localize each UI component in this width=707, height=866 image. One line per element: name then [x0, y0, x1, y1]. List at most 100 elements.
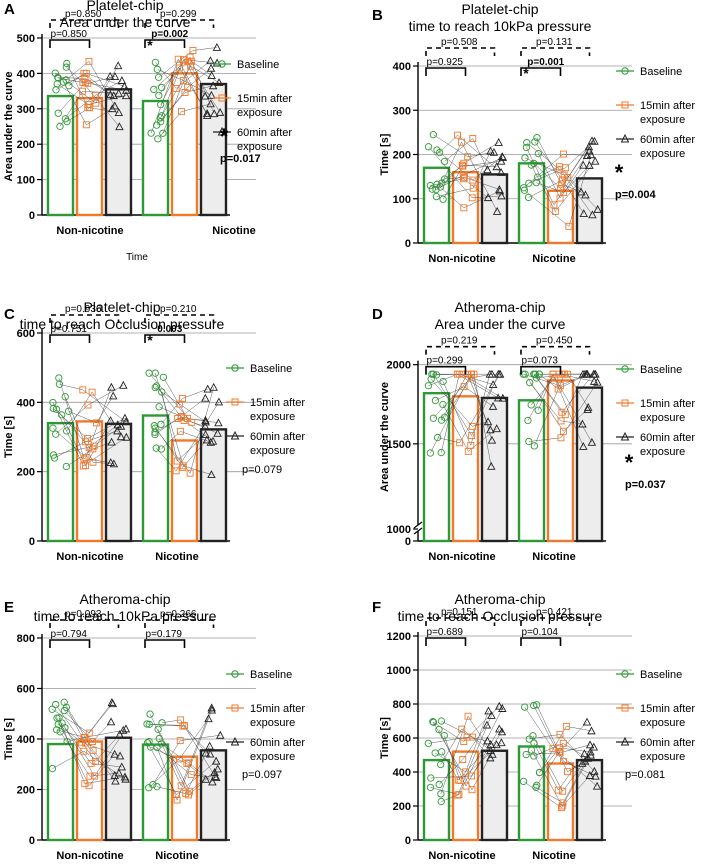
bar-60min [104, 422, 133, 543]
data-point-baseline [157, 118, 165, 126]
p-value-label: p=0.179 [146, 629, 183, 640]
legend-label: exposure [237, 141, 282, 153]
data-point-15min [80, 734, 88, 742]
y-tick-label: 200 [393, 150, 411, 162]
data-point-60min [121, 417, 131, 426]
paired-line [528, 382, 598, 442]
data-point-15min [554, 385, 562, 393]
paired-line [536, 165, 590, 193]
paired-line [430, 708, 503, 795]
paired-line [65, 80, 123, 119]
legend-label: 15min after [250, 703, 305, 715]
p-value-label: p=0.073 [522, 356, 559, 367]
legend-marker-square [621, 399, 629, 407]
legend-label: exposure [640, 717, 685, 729]
data-point-15min [455, 791, 463, 799]
legend-label: 15min after [250, 397, 305, 409]
paired-line [436, 151, 491, 197]
y-tick-label: 0 [405, 835, 411, 847]
paired-line [430, 731, 503, 779]
data-point-60min [496, 156, 506, 165]
paired-line [538, 153, 584, 199]
data-point-15min [80, 747, 88, 755]
bar-60min [480, 749, 509, 842]
data-point-baseline [49, 404, 57, 413]
data-point-60min [486, 461, 496, 470]
data-point-15min [462, 768, 470, 776]
significance-bracket [49, 314, 120, 323]
bar-60min [199, 428, 228, 543]
data-point-15min [556, 749, 564, 757]
data-point-60min [492, 424, 501, 433]
data-point-60min [208, 436, 218, 445]
paired-line [533, 146, 590, 189]
legend-label: Baseline [250, 669, 292, 681]
data-point-60min [209, 382, 218, 391]
data-point-15min [84, 401, 92, 409]
bar-baseline [46, 94, 75, 217]
legend-label: 60min after [640, 432, 695, 444]
data-point-baseline [151, 430, 159, 439]
data-point-15min [88, 388, 96, 396]
panel-letter: E [4, 599, 14, 616]
data-point-baseline [65, 407, 73, 415]
y-tick-label: 200 [17, 785, 35, 797]
significance-bracket [49, 39, 91, 48]
data-point-15min [186, 469, 194, 477]
y-tick-label: 600 [17, 684, 35, 696]
data-point-15min [186, 787, 194, 795]
data-point-60min [213, 764, 222, 773]
paired-line [441, 715, 492, 802]
y-axis-label: Time [s] [379, 717, 391, 759]
bar-15min [451, 395, 480, 543]
data-point-baseline [155, 73, 163, 81]
data-point-60min [213, 428, 222, 437]
data-point-15min [172, 467, 180, 475]
data-point-60min [201, 774, 210, 783]
x-tick-label: Nicotine [532, 551, 575, 563]
data-point-baseline [62, 76, 70, 84]
chart-title-line2: Area under the curve [60, 14, 191, 30]
paired-line [55, 385, 124, 435]
y-tick-label: 600 [17, 328, 35, 340]
data-point-baseline [437, 717, 446, 725]
data-point-baseline [49, 424, 57, 432]
data-point-15min [559, 176, 567, 184]
x-tick-label: Nicotine [155, 850, 198, 861]
data-point-15min [549, 745, 557, 753]
data-point-60min [115, 730, 124, 738]
x-tick-label: Non-nicotine [56, 225, 123, 237]
data-point-baseline [437, 797, 445, 806]
data-point-60min [585, 740, 595, 749]
data-point-60min [589, 369, 598, 378]
p-value-label: p=0.219 [441, 336, 478, 347]
data-point-15min [173, 796, 181, 804]
data-point-15min [562, 722, 570, 730]
chart-title-line1: Atheroma-chip [454, 591, 545, 607]
data-point-60min [584, 142, 594, 151]
y-tick-label: 100 [393, 194, 411, 206]
data-point-15min [462, 782, 470, 790]
data-point-15min [463, 733, 471, 741]
data-point-15min [84, 79, 92, 87]
data-point-baseline [146, 710, 154, 718]
data-point-baseline [525, 437, 533, 446]
data-point-15min [559, 787, 567, 795]
data-point-15min [468, 432, 476, 440]
p-value-label: p=0.936 [65, 304, 102, 315]
panel-letter: D [372, 306, 383, 323]
significance-bracket [425, 345, 496, 355]
data-point-60min [495, 369, 505, 378]
data-point-baseline [158, 719, 166, 727]
data-point-baseline [157, 112, 166, 120]
paired-line [437, 374, 501, 444]
data-point-baseline [432, 192, 441, 201]
data-point-60min [119, 380, 128, 389]
bar-baseline [46, 421, 75, 543]
data-point-60min [214, 78, 224, 87]
bar-15min [451, 750, 480, 842]
data-point-baseline [533, 134, 541, 142]
data-point-baseline [155, 403, 163, 411]
paired-line [161, 59, 218, 116]
